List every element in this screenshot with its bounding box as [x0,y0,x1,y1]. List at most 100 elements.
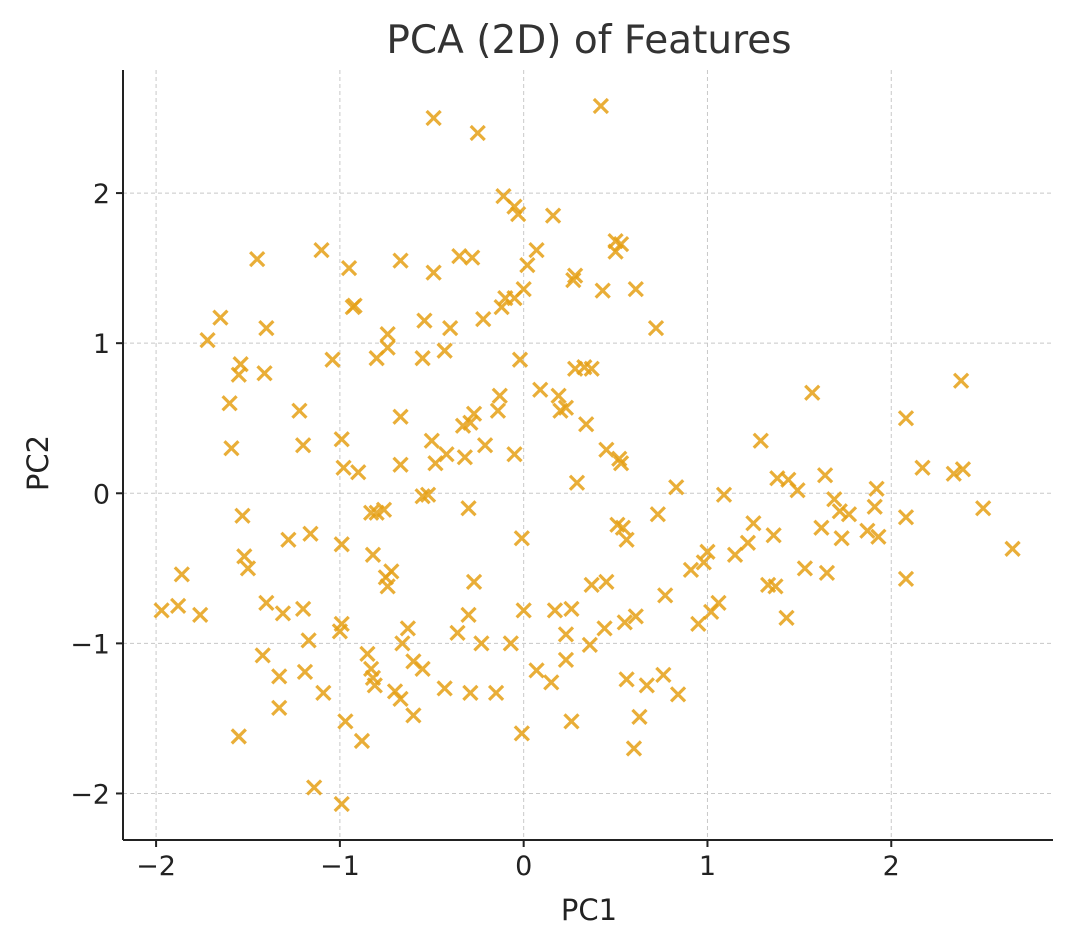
data-point [223,440,240,457]
data-point [333,795,350,813]
data-point [489,402,507,419]
data-point [502,635,519,652]
data-point [543,674,560,691]
data-point [611,450,628,467]
data-point [657,587,674,604]
data-point [745,515,762,532]
data-point [563,713,580,730]
data-point [649,506,666,523]
data-point [346,297,363,314]
data-point [350,464,367,481]
data-point [897,570,915,587]
data-point [954,461,972,478]
data-point [557,399,575,416]
data-point [699,543,716,560]
data-point [294,437,312,454]
y-tick-label: 1 [93,329,110,360]
data-point [438,446,455,463]
data-point [668,479,685,496]
data-point [394,635,411,652]
data-point [419,486,437,503]
data-point [212,309,229,326]
data-point [627,281,644,298]
y-tick-label: −1 [70,629,110,660]
data-point [487,684,505,702]
data-point [598,573,615,590]
data-point [221,395,238,412]
data-point [280,531,297,548]
data-point [627,608,644,625]
data-point [866,498,883,515]
data-point [563,600,580,617]
data-point [359,645,376,663]
data-point [598,441,615,458]
data-point [596,620,613,637]
data-point [335,459,352,476]
data-point [616,614,633,631]
data-point [945,465,962,482]
data-point [414,488,431,505]
data-point [726,546,744,563]
x-tick-label: −2 [136,851,176,882]
data-point [153,602,170,619]
data-point [739,534,757,551]
data-point [796,560,814,577]
data-point [258,320,275,337]
y-axis-label: PC2 [21,435,55,491]
data-point [442,320,459,337]
data-point [568,474,586,491]
data-point [897,509,915,526]
data-point [462,684,479,702]
data-point [831,503,848,520]
data-point [462,414,479,431]
data-point [532,381,549,398]
data-point [868,480,885,497]
data-point [594,282,611,299]
data-point [315,684,332,702]
data-point [473,635,490,652]
data-point [451,247,468,265]
x-tick-label: −1 [320,851,360,882]
data-point [859,522,876,539]
data-point [975,500,992,517]
data-point [583,576,600,593]
data-point [625,740,643,757]
chart-title: PCA (2D) of Features [386,18,791,63]
data-point [557,651,575,669]
data-point [333,431,350,448]
data-point [682,561,700,578]
data-point [546,602,564,619]
x-tick-label: 1 [699,851,716,882]
axis-ticks: −2 −1 0 1 2 −2 −1 0 1 2 [70,179,900,882]
data-point [952,372,970,389]
data-point [294,600,312,617]
data-point [258,594,275,611]
data-point [199,332,216,349]
data-point [405,707,422,724]
data-point [296,663,314,681]
y-tick-label: 0 [93,479,110,510]
data-point [300,632,317,649]
data-point [416,312,433,329]
data-point [513,725,530,742]
data-point [362,504,380,521]
data-point [469,124,486,142]
data-point [306,779,323,796]
data-point [690,615,707,632]
data-point [476,437,494,454]
data-point [638,677,655,694]
data-point [366,677,383,694]
data-point [778,609,795,626]
data-point [234,507,251,524]
data-point [789,482,806,499]
data-point [816,467,834,484]
data-point [379,578,396,595]
data-point [465,405,483,422]
data-point [493,299,510,316]
data-point [510,205,527,223]
data-point [511,351,529,368]
data-point [528,241,545,259]
data-point [375,501,393,518]
axes-spines [122,70,1053,841]
data-point [669,686,687,703]
